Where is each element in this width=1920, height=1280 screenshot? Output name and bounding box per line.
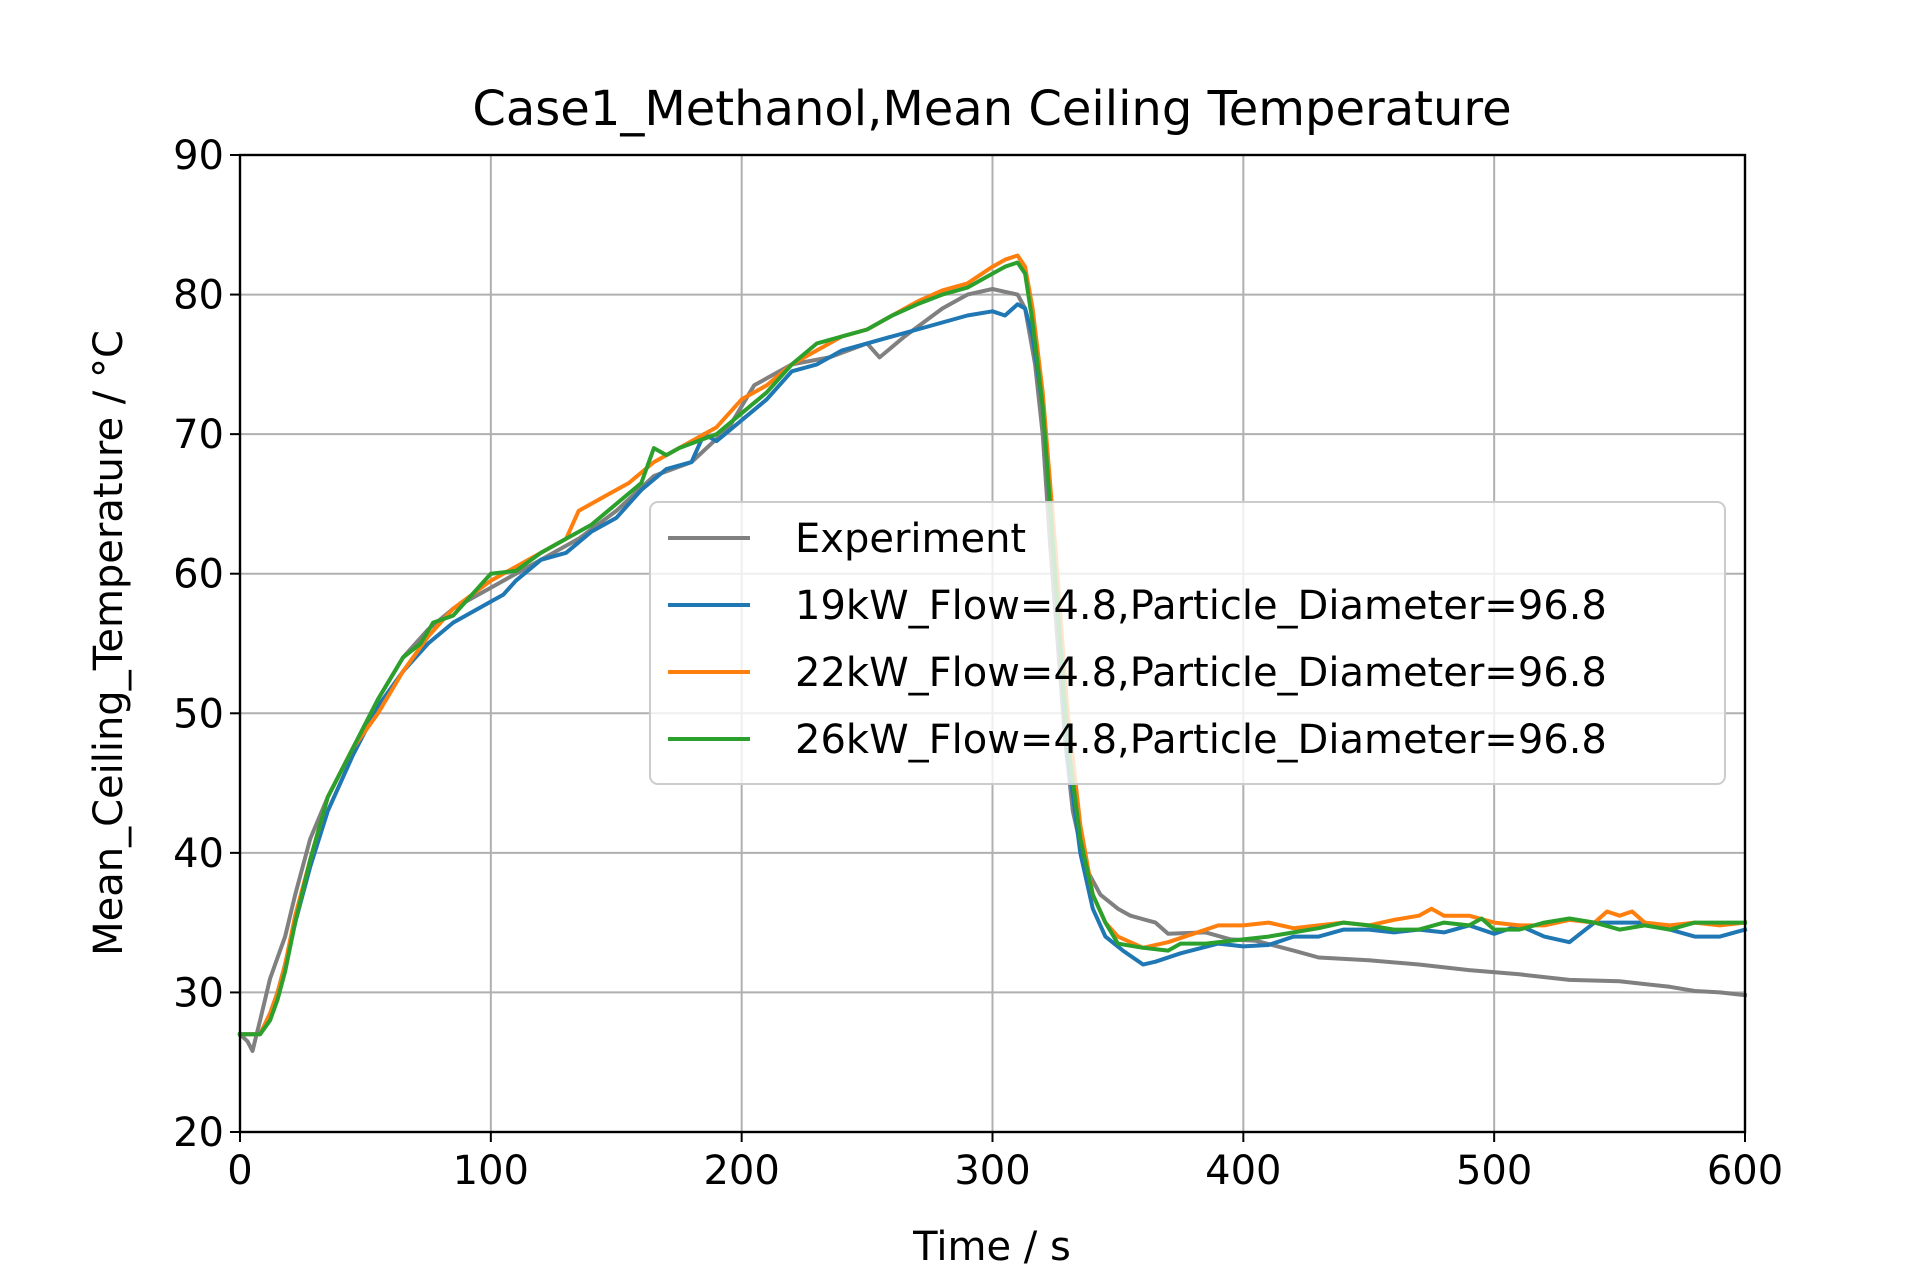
y-axis-label: Mean_Ceiling_Temperature / °C	[86, 330, 132, 956]
y-tick-label: 30	[173, 970, 224, 1016]
legend-box	[649, 501, 1726, 785]
legend-label: 22kW_Flow=4.8,Particle_Diameter=96.8	[795, 650, 1607, 696]
axis-ticks: 0 100 200 300 400 500 600 20 30 40 50 60 70 80 90	[173, 133, 1783, 1194]
chart-title: Case1_Methanol,Mean Ceiling Temperature	[472, 81, 1511, 137]
x-tick-label: 100	[453, 1148, 529, 1194]
y-tick-label: 90	[173, 133, 224, 179]
series-lines	[237, 253, 1748, 1053]
legend: Experiment 19kW_Flow=4.8,Particle_Diamete…	[649, 501, 1726, 785]
series-line-2	[238, 253, 1748, 1037]
x-tick-label: 600	[1707, 1148, 1783, 1194]
x-tick-label: 500	[1456, 1148, 1532, 1194]
series-line-1	[238, 302, 1748, 1037]
x-tick-label: 300	[954, 1148, 1030, 1194]
y-tick-label: 20	[173, 1110, 224, 1156]
legend-label: Experiment	[795, 516, 1026, 562]
x-tick-label: 200	[703, 1148, 779, 1194]
x-axis-label: Time / s	[912, 1224, 1071, 1270]
y-tick-label: 60	[173, 552, 224, 598]
x-tick-label: 0	[227, 1148, 252, 1194]
y-tick-label: 50	[173, 691, 224, 737]
y-tick-label: 40	[173, 831, 224, 877]
y-tick-label: 80	[173, 273, 224, 319]
legend-label: 19kW_Flow=4.8,Particle_Diameter=96.8	[795, 583, 1607, 629]
series-line-3	[238, 260, 1747, 1037]
y-tick-label: 70	[173, 412, 224, 458]
x-tick-label: 400	[1205, 1148, 1281, 1194]
legend-label: 26kW_Flow=4.8,Particle_Diameter=96.8	[795, 717, 1607, 763]
